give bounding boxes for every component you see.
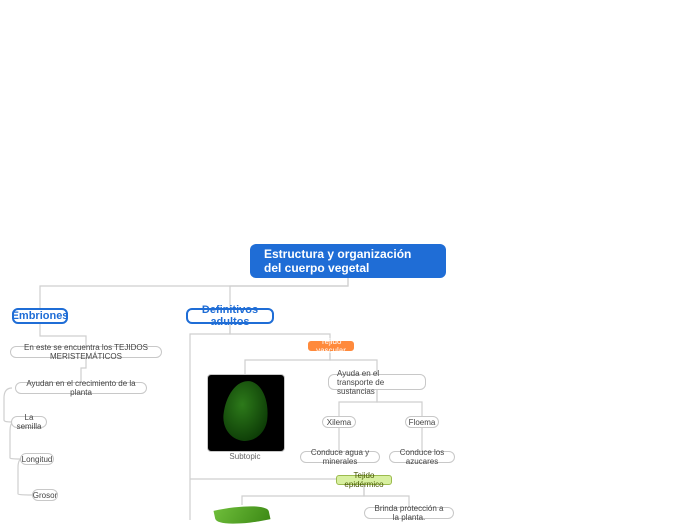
node-floema-label: Floema — [409, 418, 436, 427]
node-xilema[interactable]: Xilema — [322, 416, 356, 428]
node-proteccion[interactable]: Brinda protección a la planta. — [364, 507, 454, 519]
vascular-image — [207, 374, 285, 452]
node-epidermico[interactable]: Tejido epidérmico — [336, 475, 392, 485]
node-xilema-label: Xilema — [327, 418, 351, 427]
node-vascular[interactable]: Tejido vascular — [308, 341, 354, 351]
node-longitud[interactable]: Longitud — [20, 453, 54, 465]
epidermico-image — [214, 500, 271, 530]
node-semilla[interactable]: La semilla — [11, 416, 47, 428]
node-crecimiento[interactable]: Ayudan en el crecimiento de la planta — [15, 382, 147, 394]
node-agua-label: Conduce agua y minerales — [309, 448, 371, 466]
branch-definitivos[interactable]: Definitivos adultos — [186, 308, 274, 324]
branch-embriones-label: Embriones — [12, 310, 69, 322]
node-floema[interactable]: Floema — [405, 416, 439, 428]
node-transporte[interactable]: Ayuda en el transporte de sustancias — [328, 374, 426, 390]
vascular-image-caption: Subtopic — [207, 452, 283, 461]
node-agua[interactable]: Conduce agua y minerales — [300, 451, 380, 463]
node-azucares[interactable]: Conduce los azucares — [389, 451, 455, 463]
node-epidermico-label: Tejido epidérmico — [343, 471, 385, 489]
node-azucares-label: Conduce los azucares — [398, 448, 446, 466]
node-crecimiento-label: Ayudan en el crecimiento de la planta — [24, 379, 138, 397]
branch-embriones[interactable]: Embriones — [12, 308, 68, 324]
node-grosor-label: Grosor — [33, 491, 57, 500]
node-semilla-label: La semilla — [17, 413, 42, 431]
node-vascular-label: Tejido vascular — [315, 337, 347, 355]
node-meristematicos-label: En este se encuentra los TEJIDOS MERISTE… — [19, 343, 153, 361]
node-meristematicos[interactable]: En este se encuentra los TEJIDOS MERISTE… — [10, 346, 162, 358]
root-node[interactable]: Estructura y organización del cuerpo veg… — [250, 244, 446, 278]
node-longitud-label: Longitud — [22, 455, 53, 464]
branch-definitivos-label: Definitivos adultos — [196, 304, 264, 328]
node-transporte-label: Ayuda en el transporte de sustancias — [337, 369, 417, 396]
node-proteccion-label: Brinda protección a la planta. — [373, 504, 445, 522]
node-grosor[interactable]: Grosor — [32, 489, 58, 501]
root-title: Estructura y organización del cuerpo veg… — [264, 247, 432, 275]
